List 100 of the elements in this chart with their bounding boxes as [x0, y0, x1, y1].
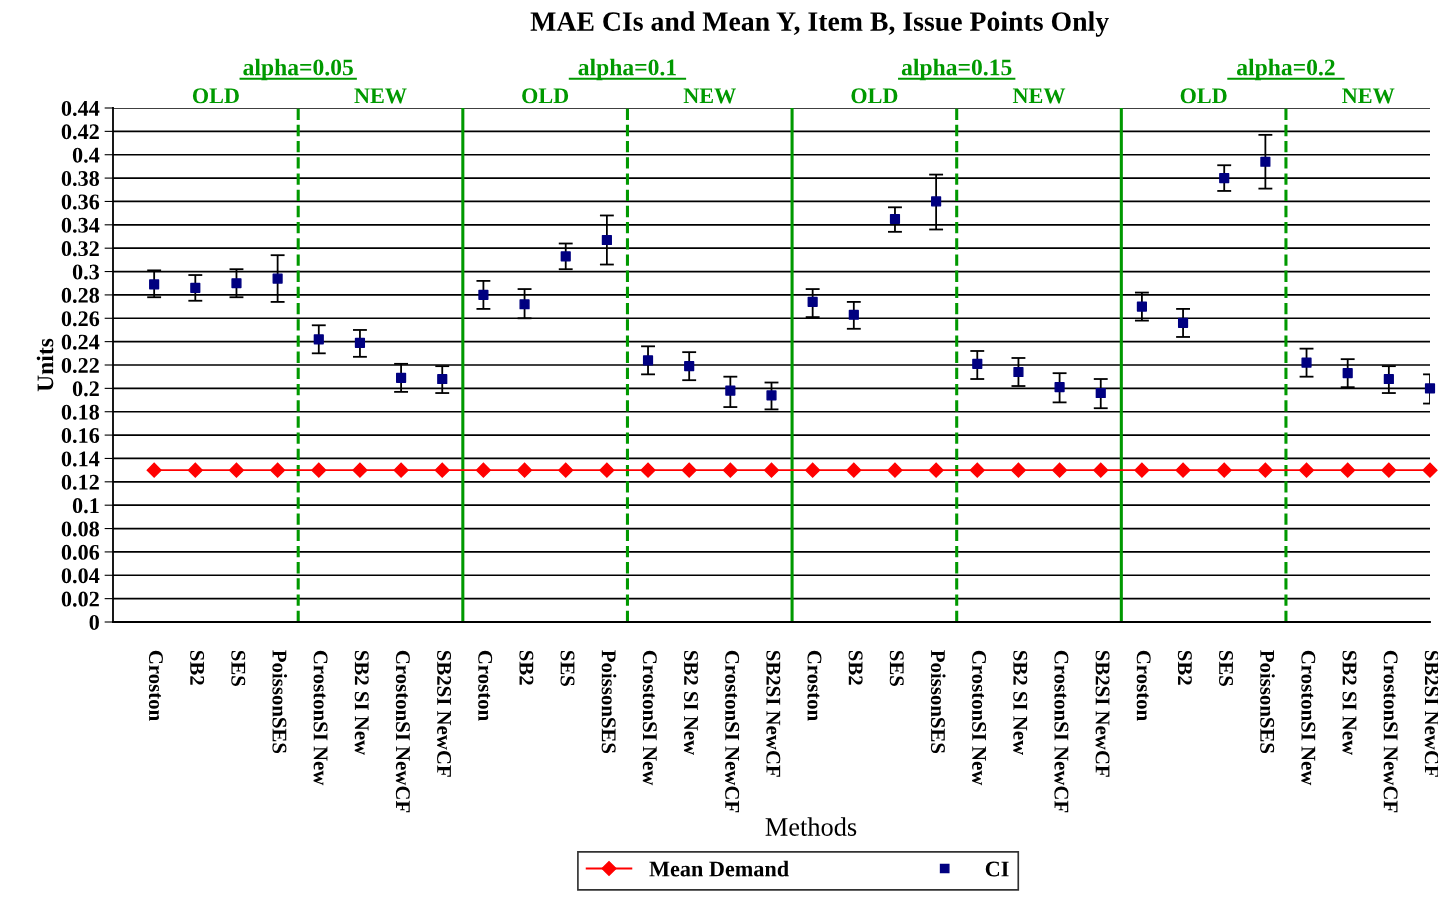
- x-tick-label: SB2: [519, 650, 534, 685]
- point: [149, 279, 160, 290]
- y-tick-label: 0.44: [61, 100, 100, 117]
- point: [352, 462, 368, 478]
- point: [805, 462, 821, 478]
- y-tick-label: 0.02: [61, 591, 99, 607]
- point: [1052, 462, 1068, 478]
- x-tick-label: CrostonSI NewCF: [725, 650, 740, 813]
- point: [1093, 462, 1109, 478]
- chart-title: MAE CIs and Mean Y, Item B, Issue Points Only: [530, 11, 1109, 37]
- x-tick-label: CrostonSI NewCF: [1383, 650, 1398, 813]
- text: OLD: [522, 88, 569, 104]
- point: [434, 462, 450, 478]
- y-tick-label: 0.2: [72, 381, 99, 397]
- text: NEW: [683, 88, 736, 104]
- point: [519, 299, 530, 310]
- y-tick-label: 0.3: [72, 264, 100, 280]
- x-tick-label: PoissonSES: [601, 650, 617, 754]
- x-tick-label: CrostonSI New: [642, 650, 657, 786]
- point: [1134, 462, 1150, 478]
- y-tick-label: 0.32: [61, 241, 99, 257]
- x-tick-label: SB2: [848, 650, 863, 685]
- y-tick-label: 0.38: [61, 171, 100, 187]
- text: alpha=0.05: [243, 58, 353, 81]
- point: [354, 337, 366, 348]
- point: [1381, 462, 1397, 478]
- y-tick-label: 0.16: [61, 428, 100, 444]
- point: [1260, 156, 1271, 167]
- x-tick-label: SB2SI NewCF: [1424, 650, 1438, 777]
- x-tick-label: SES: [231, 650, 246, 686]
- point: [1257, 462, 1273, 478]
- point: [1424, 383, 1436, 394]
- x-tick-label: CrostonSI New: [1301, 650, 1316, 786]
- y-tick-label: 0.18: [61, 404, 100, 420]
- point: [475, 462, 491, 478]
- x-axis-title: Methods: [765, 817, 857, 836]
- text: NEW: [1012, 88, 1066, 104]
- point: [601, 234, 612, 246]
- text: NEW: [354, 88, 407, 104]
- point: [1177, 317, 1189, 329]
- x-tick-label: SB2: [1177, 650, 1192, 685]
- y-axis-title: Units: [36, 338, 54, 392]
- y-tick-label: 0.4: [72, 147, 100, 163]
- y-tick-label: 0.14: [61, 451, 100, 467]
- x-tick-label: PoissonSES: [930, 650, 946, 754]
- point: [1301, 357, 1312, 368]
- x-tick-label: CrostonSI NewCF: [395, 650, 410, 813]
- legend-label: Mean Demand: [649, 860, 789, 877]
- point: [1340, 462, 1356, 478]
- y-tick-label: 0.24: [61, 334, 100, 350]
- y-tick-label: 0.42: [61, 124, 99, 140]
- point: [722, 462, 738, 478]
- point: [231, 278, 242, 289]
- point: [1383, 373, 1394, 385]
- point: [313, 334, 324, 345]
- x-tick-label: CrostonSI NewCF: [1054, 650, 1069, 813]
- point: [887, 462, 903, 478]
- x-tick-label: Croston: [1136, 650, 1151, 721]
- point: [642, 355, 654, 366]
- x-tick-label: SB2 SI New: [683, 650, 698, 756]
- x-tick-label: SB2: [190, 650, 205, 685]
- point: [684, 361, 695, 372]
- x-tick-label: CrostonSI New: [313, 650, 328, 786]
- x-tick-label: CrostonSI New: [972, 650, 987, 786]
- x-tick-label: PoissonSES: [1260, 650, 1275, 754]
- y-tick-label: 0.08: [61, 521, 100, 537]
- y-tick-label: 0.12: [61, 474, 99, 490]
- point: [558, 462, 574, 478]
- point: [516, 462, 533, 478]
- point: [1136, 301, 1147, 312]
- y-tick-label: 0.34: [61, 217, 100, 233]
- y-tick-label: 0.06: [61, 544, 100, 560]
- x-tick-label: Croston: [478, 650, 493, 721]
- y-tick-label: 0: [89, 614, 99, 630]
- point: [1342, 368, 1353, 379]
- point: [1013, 366, 1024, 378]
- point: [972, 358, 983, 369]
- y-tick-label: 0.28: [61, 287, 100, 303]
- x-tick-label: Croston: [148, 650, 163, 721]
- point: [763, 462, 780, 478]
- x-tick-label: SB2 SI New: [1342, 650, 1357, 756]
- point: [1095, 387, 1106, 399]
- x-tick-label: SB2 SI New: [1013, 650, 1028, 756]
- x-tick-label: Croston: [807, 650, 822, 721]
- point: [1219, 173, 1230, 184]
- point: [187, 462, 203, 478]
- point: [1054, 382, 1065, 393]
- point: [766, 390, 777, 401]
- point: [560, 251, 571, 262]
- text: OLD: [192, 88, 239, 104]
- x-tick-label: SB2SI NewCF: [1095, 650, 1110, 777]
- point: [931, 196, 942, 207]
- text: OLD: [1180, 88, 1227, 104]
- point: [599, 462, 615, 478]
- y-tick-label: 0.36: [61, 194, 100, 210]
- point: [848, 309, 859, 320]
- x-tick-label: SES: [1219, 650, 1233, 686]
- point: [807, 296, 818, 308]
- point: [393, 462, 409, 478]
- x-tick-label: SES: [560, 650, 575, 686]
